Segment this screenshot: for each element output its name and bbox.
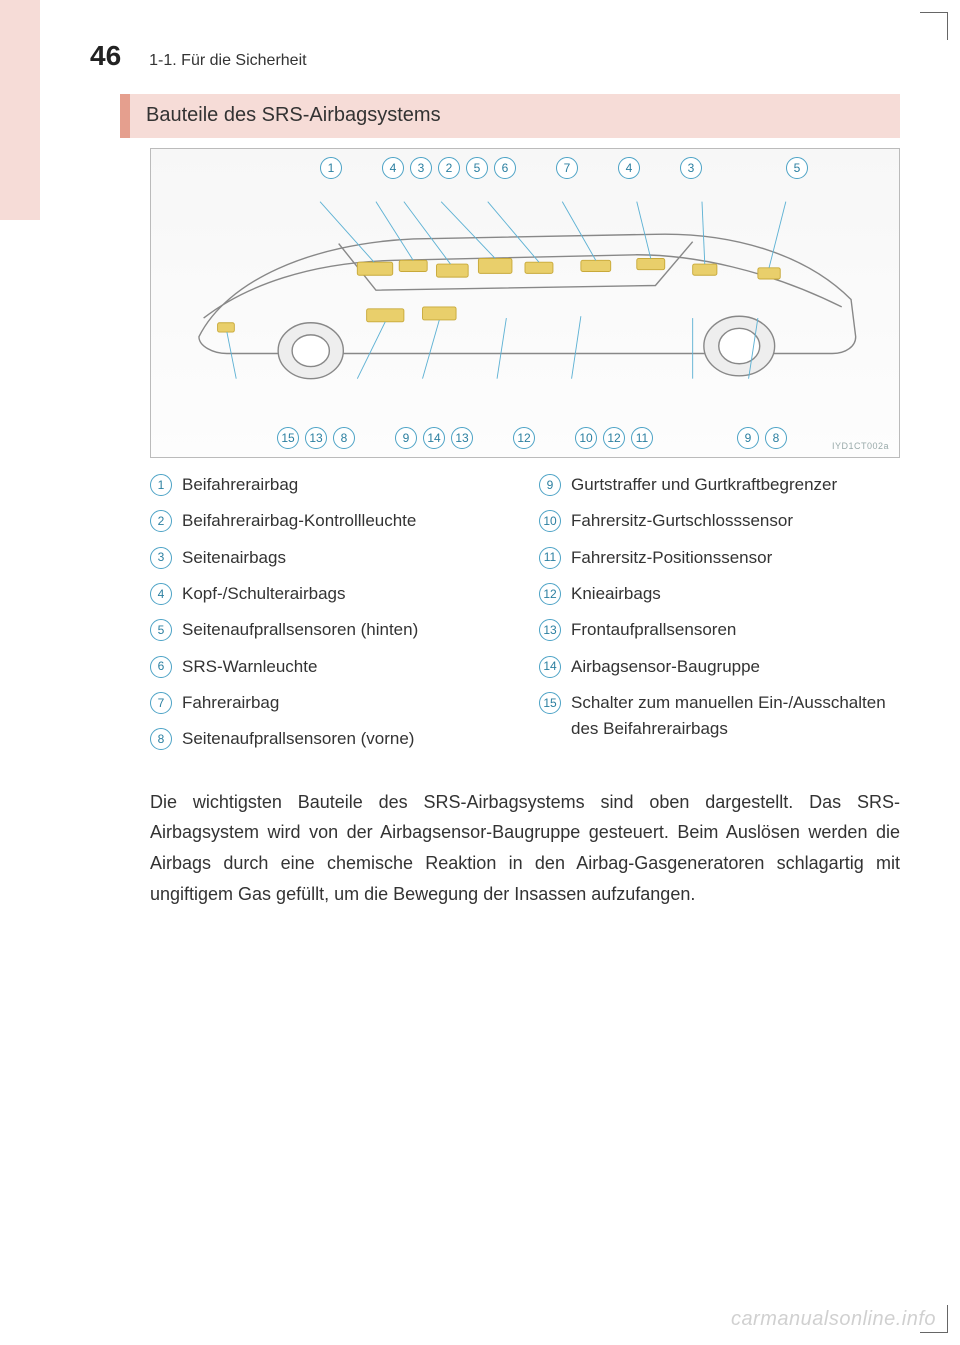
legend-text: Airbagsensor-Baugruppe <box>571 654 900 680</box>
legend-number: 6 <box>150 656 172 678</box>
legend-number: 14 <box>539 656 561 678</box>
legend-number: 8 <box>150 728 172 750</box>
legend-number: 11 <box>539 547 561 569</box>
legend-text: Fahrersitz-Gurtschlosssensor <box>571 508 900 534</box>
callout-circle: 5 <box>786 157 808 179</box>
legend-number: 4 <box>150 583 172 605</box>
legend-item: 9 Gurtstraffer und Gurtkraftbegrenzer <box>539 472 900 498</box>
legend-item: 8 Seitenaufprallsensoren (vorne) <box>150 726 511 752</box>
legend-number: 2 <box>150 510 172 532</box>
legend-number: 7 <box>150 692 172 714</box>
callout-circle: 14 <box>423 427 445 449</box>
callout-circle: 2 <box>438 157 460 179</box>
legend-text: Beifahrerairbag <box>182 472 511 498</box>
legend-item: 6 SRS-Warnleuchte <box>150 654 511 680</box>
page-content: 46 1-1. Für die Sicherheit Bauteile des … <box>0 0 960 949</box>
callout-circle: 4 <box>382 157 404 179</box>
crop-mark-top-right <box>920 12 948 40</box>
watermark: carmanualsonline.info <box>731 1308 936 1331</box>
section-accent <box>120 94 130 138</box>
callout-circle: 7 <box>556 157 578 179</box>
callouts-bottom-row: 15138914131210121198 <box>151 419 899 457</box>
chapter-title: 1-1. Für die Sicherheit <box>149 52 306 70</box>
legend-item: 13 Frontaufprallsensoren <box>539 617 900 643</box>
legend-text: Fahrersitz-Positionssensor <box>571 545 900 571</box>
legend-number: 1 <box>150 474 172 496</box>
callout-circle: 15 <box>277 427 299 449</box>
callout-circle: 3 <box>680 157 702 179</box>
legend-number: 5 <box>150 619 172 641</box>
legend-right-column: 9 Gurtstraffer und Gurtkraftbegrenzer 10 Fa… <box>539 472 900 763</box>
page-header: 46 1-1. Für die Sicherheit <box>90 40 900 72</box>
legend-text: Frontaufprallsensoren <box>571 617 900 643</box>
callout-circle: 12 <box>513 427 535 449</box>
legend-item: 3 Seitenairbags <box>150 545 511 571</box>
body-paragraph: Die wichtigsten Bauteile des SRS-Airbags… <box>150 787 900 909</box>
legend-number: 3 <box>150 547 172 569</box>
legend-item: 5 Seitenaufprallsensoren (hinten) <box>150 617 511 643</box>
legend-item: 14 Airbagsensor-Baugruppe <box>539 654 900 680</box>
legend-text: Seitenaufprallsensoren (vorne) <box>182 726 511 752</box>
callouts-top-row: 1432567435 <box>151 149 899 187</box>
section-heading: Bauteile des SRS-Airbagsystems <box>120 94 900 138</box>
legend-text: Fahrerairbag <box>182 690 511 716</box>
callout-circle: 12 <box>603 427 625 449</box>
legend-left-column: 1 Beifahrerairbag 2 Beifahrerairbag-Kontrol… <box>150 472 511 763</box>
legend-number: 15 <box>539 692 561 714</box>
callout-circle: 3 <box>410 157 432 179</box>
callout-circle: 4 <box>618 157 640 179</box>
legend-item: 12 Knieairbags <box>539 581 900 607</box>
legend-item: 4 Kopf-/Schulterairbags <box>150 581 511 607</box>
callout-circle: 13 <box>305 427 327 449</box>
legend-number: 12 <box>539 583 561 605</box>
legend-text: Kopf-/Schulterairbags <box>182 581 511 607</box>
callout-circle: 9 <box>395 427 417 449</box>
legend-item: 11 Fahrersitz-Positionssensor <box>539 545 900 571</box>
callout-circle: 13 <box>451 427 473 449</box>
airbag-diagram: 1432567435 <box>150 148 900 458</box>
legend-text: Knieairbags <box>571 581 900 607</box>
legend-text: Seitenairbags <box>182 545 511 571</box>
legend-text: Schalter zum manuellen Ein-/Ausschalten … <box>571 690 900 743</box>
legend-item: 10 Fahrersitz-Gurtschlosssensor <box>539 508 900 534</box>
legend-number: 13 <box>539 619 561 641</box>
legend-item: 7 Fahrerairbag <box>150 690 511 716</box>
legend-text: SRS-Warnleuchte <box>182 654 511 680</box>
legend-item: 1 Beifahrerairbag <box>150 472 511 498</box>
callout-circle: 8 <box>333 427 355 449</box>
callout-circle: 1 <box>320 157 342 179</box>
side-tab <box>0 0 40 220</box>
legend-text: Beifahrerairbag-Kontrollleuchte <box>182 508 511 534</box>
car-illustration <box>171 197 879 383</box>
legend-item: 15 Schalter zum manuellen Ein-/Ausschalte… <box>539 690 900 743</box>
legend-number: 9 <box>539 474 561 496</box>
legend-text: Seitenaufprallsensoren (hinten) <box>182 617 511 643</box>
callout-circle: 8 <box>765 427 787 449</box>
callout-circle: 9 <box>737 427 759 449</box>
legend-text: Gurtstraffer und Gurtkraftbegrenzer <box>571 472 900 498</box>
diagram-code: IYD1CT002a <box>832 441 889 451</box>
page-number: 46 <box>90 40 121 72</box>
callout-circle: 11 <box>631 427 653 449</box>
callout-circle: 6 <box>494 157 516 179</box>
callout-circle: 10 <box>575 427 597 449</box>
section-title: Bauteile des SRS-Airbagsystems <box>130 94 457 138</box>
legend-number: 10 <box>539 510 561 532</box>
callout-circle: 5 <box>466 157 488 179</box>
legend-item: 2 Beifahrerairbag-Kontrollleuchte <box>150 508 511 534</box>
legend: 1 Beifahrerairbag 2 Beifahrerairbag-Kontrol… <box>150 472 900 763</box>
